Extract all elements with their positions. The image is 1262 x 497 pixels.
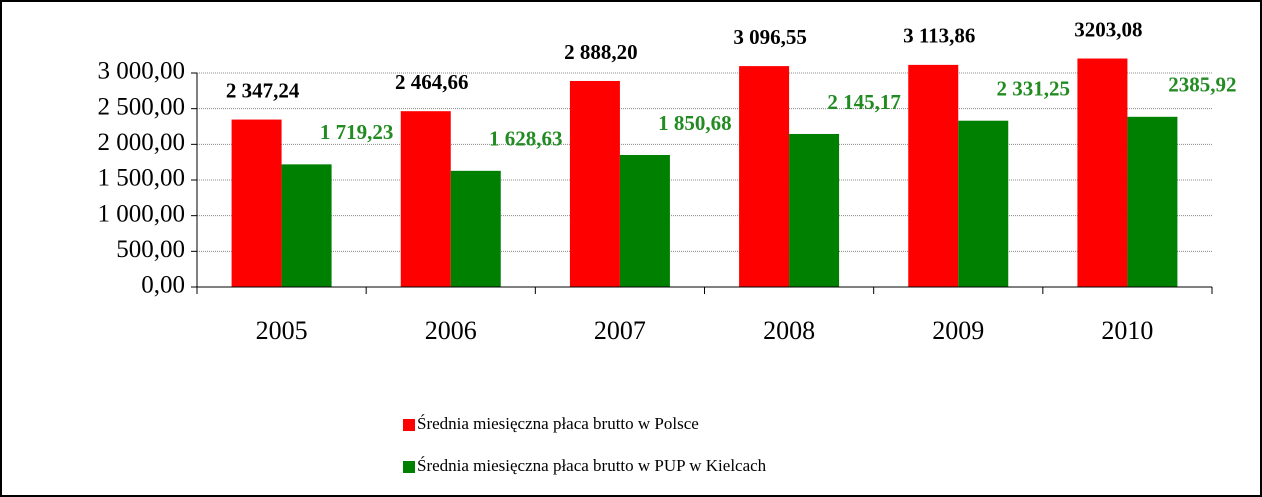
data-label: 1 628,63 (489, 127, 563, 151)
y-tick-label: 2 500,00 (98, 93, 186, 120)
bar (400, 111, 451, 287)
data-label: 1 719,23 (320, 120, 394, 144)
bar (908, 64, 959, 287)
x-tick-label: 2007 (594, 316, 646, 345)
bar (281, 164, 332, 287)
bar (789, 133, 840, 287)
y-tick-label: 500,00 (116, 236, 185, 263)
x-tick-label: 2010 (1101, 316, 1153, 345)
y-tick-label: 0,00 (141, 272, 185, 299)
data-label: 2 331,25 (997, 77, 1071, 101)
x-tick-label: 2005 (256, 316, 308, 345)
data-label: 1 850,68 (658, 111, 732, 135)
bar (1077, 58, 1128, 287)
y-tick-label: 3 000,00 (98, 58, 186, 85)
x-tick-label: 2009 (932, 316, 984, 345)
bar (739, 66, 790, 288)
data-label: 2 145,17 (827, 90, 901, 114)
y-tick-label: 1 500,00 (98, 165, 186, 192)
legend-label: Średnia miesięczna płaca brutto w Polsce (417, 414, 699, 433)
bar (958, 120, 1009, 288)
data-label: 2 347,24 (226, 78, 300, 102)
y-tick-label: 1 000,00 (98, 200, 186, 227)
data-label: 3 113,86 (903, 24, 975, 48)
legend-swatch (403, 461, 415, 473)
data-label: 3 096,55 (733, 25, 807, 49)
legend-swatch (403, 419, 415, 431)
bar (619, 154, 670, 287)
bar (450, 170, 501, 287)
bar (569, 80, 620, 287)
x-tick-label: 2008 (763, 316, 815, 345)
data-label: 3203,08 (1074, 17, 1142, 41)
bar (231, 119, 282, 288)
legend-label: Średnia miesięczna płaca brutto w PUP w … (417, 456, 767, 475)
data-label: 2385,92 (1168, 73, 1236, 97)
x-tick-label: 2006 (425, 316, 477, 345)
bar (1127, 116, 1178, 287)
data-label: 2 888,20 (564, 40, 638, 64)
y-tick-label: 2 000,00 (98, 129, 186, 156)
data-label: 2 464,66 (395, 70, 469, 94)
